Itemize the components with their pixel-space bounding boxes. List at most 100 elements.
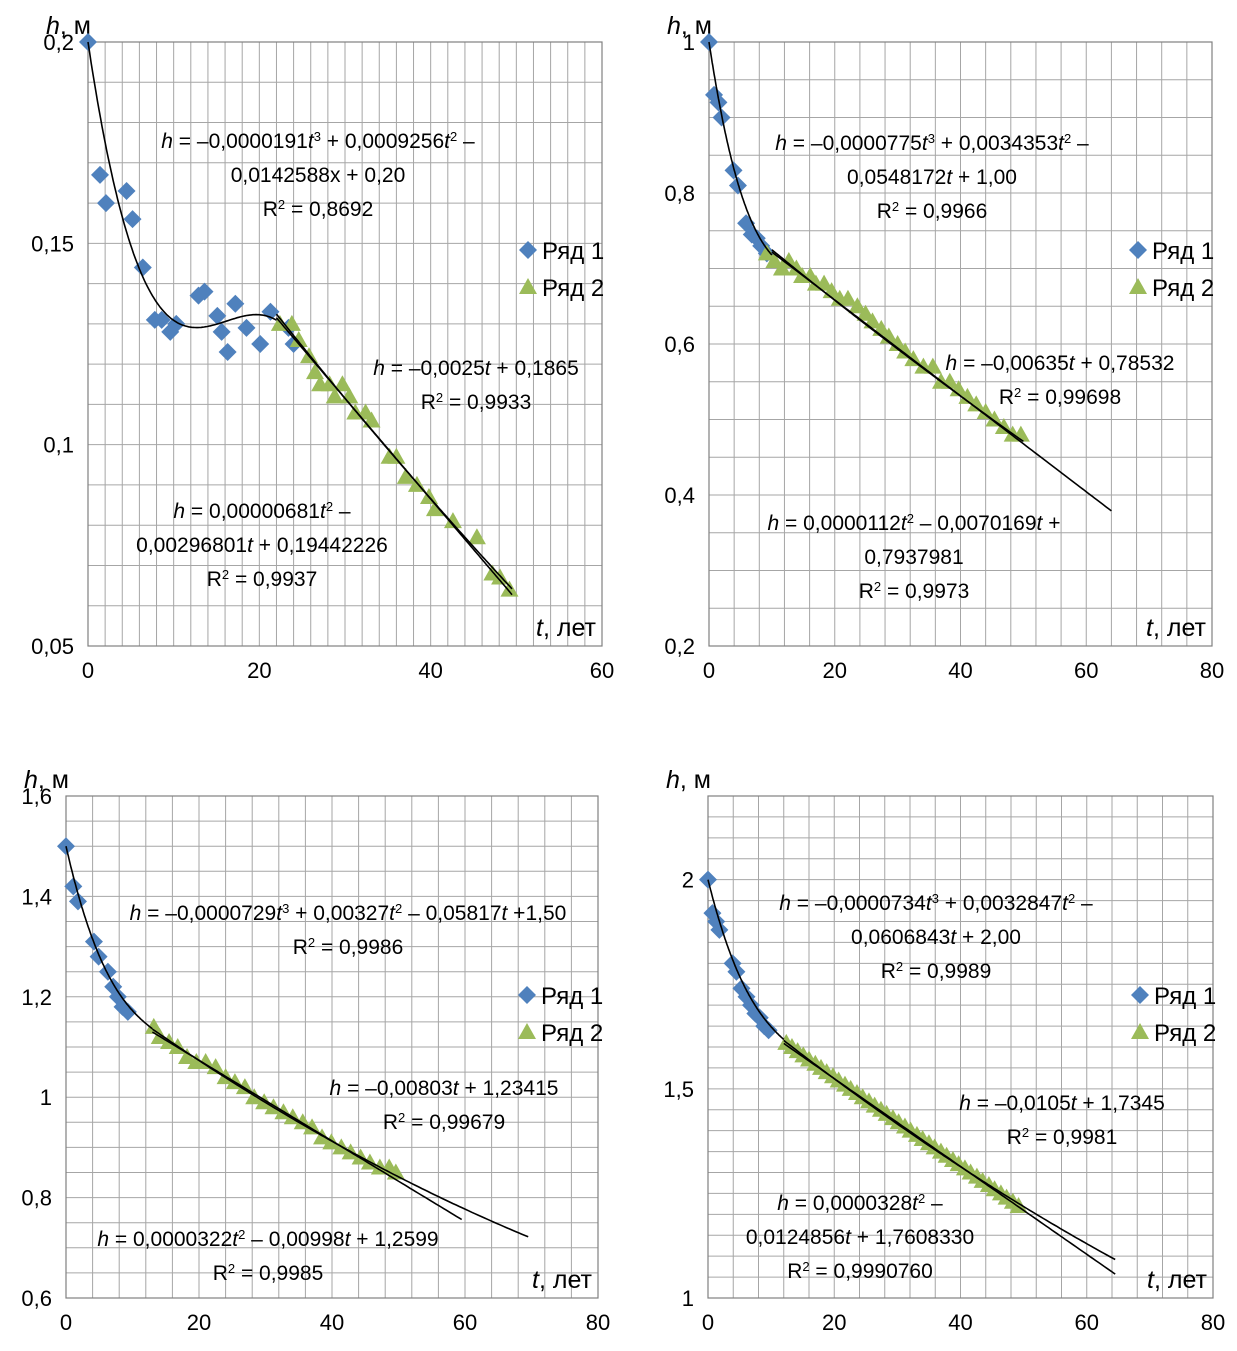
trend-equation-3: h = 0,0000322t2 – 0,00998t + 1,2599 R2 = …: [97, 1227, 438, 1286]
data-point-triangle: [923, 357, 942, 374]
equation-line: h = 0,00000681t2 –: [173, 499, 350, 524]
chart-panel-1: 0 20 40 60 0,05 0,1 0,15 0,2h, м t, лет h = –0,00…: [31, 12, 614, 683]
y-tick-label: 1,4: [21, 884, 52, 909]
equation-line: 0,0124856t + 1,7608330: [746, 1226, 974, 1249]
y-tick-label: 2: [682, 868, 694, 893]
chart-panel-4: 0 20 40 60 80 1 1,5 2 h, м t, лет h = –0,0000734t3…: [663, 766, 1225, 1335]
x-tick-label: 40: [948, 1310, 972, 1335]
data-point-triangle: [896, 342, 915, 359]
data-point-triangle: [500, 580, 519, 597]
trendline-1: [708, 41, 773, 256]
equation-line: 0,7937981: [864, 546, 963, 569]
equation-line: h = –0,0000734t3 + 0,0032847t2 –: [779, 891, 1093, 916]
data-point-triangle: [320, 375, 339, 392]
equation-line: R2 = 0,9985: [213, 1261, 324, 1286]
series-1: [57, 837, 137, 1021]
data-point-triangle: [144, 1017, 163, 1034]
y-axis-label: h, м: [24, 766, 69, 794]
trendline-1: [707, 879, 785, 1041]
y-tick-label: 0,6: [664, 332, 695, 357]
legend-diamond-marker: [1129, 241, 1147, 259]
legend-label-series-2: Ряд 2: [541, 1020, 603, 1047]
data-point-diamond: [195, 282, 214, 301]
trend-equation-2: h = –0,0105t + 1,7345 R2 = 0,9981: [959, 1092, 1165, 1149]
series-1: [700, 33, 776, 263]
x-axis-label: t, лет: [532, 1266, 593, 1294]
data-point-triangle: [289, 330, 308, 347]
equation-line: h = –0,00803t + 1,23415: [330, 1077, 559, 1100]
legend-diamond-marker: [1131, 986, 1149, 1004]
equation-line: h = 0,0000328t2 –: [777, 1191, 943, 1216]
y-tick-label: 0,8: [664, 181, 695, 206]
data-point-diamond: [89, 947, 108, 966]
data-point-triangle: [196, 1053, 215, 1070]
equation-line: R2 = 0,9937: [207, 567, 318, 592]
data-point-diamond: [699, 870, 717, 889]
gridlines: [707, 795, 1214, 1299]
data-point-diamond: [117, 181, 136, 200]
data-point-triangle: [443, 512, 462, 529]
legend-label-series-1: Ряд 1: [1154, 983, 1216, 1010]
x-tick-label: 40: [320, 1310, 344, 1335]
equation-line: 0,00296801t + 0,19442226: [136, 534, 388, 557]
equation-line: h = 0,0000112t2 – 0,0070169t +: [768, 511, 1061, 536]
trend-equation-1: h = –0,0000729t3 + 0,00327t2 – 0,05817t …: [130, 901, 567, 960]
x-tick-label: 60: [590, 658, 614, 683]
equation-line: h = –0,00635t + 0,78532: [946, 352, 1175, 375]
x-axis-label: t, лет: [1147, 1266, 1208, 1294]
data-point-triangle: [838, 289, 857, 306]
data-point-triangle: [178, 1048, 197, 1065]
equation-line: 0,0142588x + 0,20: [231, 164, 406, 187]
legend-diamond-marker: [519, 241, 537, 259]
y-tick-label: 1,2: [21, 985, 52, 1010]
legend-label-series-1: Ряд 1: [541, 983, 603, 1010]
data-point-triangle: [206, 1058, 225, 1075]
equation-line: R2 = 0,8692: [263, 197, 374, 222]
trend-equation-3: h = 0,0000328t2 – 0,0124856t + 1,7608330 R…: [746, 1191, 974, 1284]
data-point-diamond: [123, 210, 142, 229]
y-tick-label: 0,2: [664, 634, 695, 659]
data-point-triangle: [985, 410, 1004, 427]
trend-equation-3: h = 0,0000112t2 – 0,0070169t + 0,7937981 R…: [768, 511, 1061, 604]
equation-line: R2 = 0,9966: [877, 199, 988, 224]
y-tick-label: 0,15: [31, 231, 74, 256]
legend-triangle-marker: [518, 1023, 536, 1039]
equation-line: 0,0606843t + 2,00: [851, 926, 1021, 949]
equation-line: h = –0,0105t + 1,7345: [959, 1092, 1165, 1115]
plot-frame: [65, 795, 599, 1299]
y-tick-label: 0,05: [31, 634, 74, 659]
y-tick-label: 0,4: [664, 483, 695, 508]
data-point-diamond: [212, 322, 231, 341]
x-tick-label: 0: [82, 658, 94, 683]
legend: Ряд 1 Ряд 2: [518, 983, 603, 1047]
x-tick-label: 20: [823, 658, 847, 683]
series-1: [699, 870, 778, 1040]
trend-equation-3: h = 0,00000681t2 – 0,00296801t + 0,194422…: [136, 499, 388, 592]
legend: Ряд 1 Ряд 2: [1131, 983, 1216, 1047]
data-point-triangle: [333, 375, 352, 392]
x-tick-label: 60: [1075, 1310, 1099, 1335]
legend: Ряд 1 Ряд 2: [1129, 238, 1214, 302]
equation-line: R2 = 0,99679: [383, 1110, 505, 1135]
trendline-3: [151, 1028, 529, 1238]
data-point-diamond: [208, 306, 227, 325]
equation-line: R2 = 0,9933: [421, 390, 532, 415]
trendline-3: [771, 249, 1024, 443]
x-tick-label: 80: [586, 1310, 610, 1335]
chart-panel-2: 0 20 40 60 80 0,2 0,4 0,6 0,8 1h, м t, лет h = –0,0…: [664, 12, 1224, 683]
equation-line: h = –0,0025t + 0,1865: [373, 357, 579, 380]
data-point-triangle: [815, 274, 834, 291]
data-point-triangle: [976, 402, 995, 419]
equation-line: R2 = 0,9989: [881, 959, 992, 984]
legend-diamond-marker: [518, 986, 536, 1004]
data-point-diamond: [98, 962, 117, 981]
x-tick-label: 0: [60, 1310, 72, 1335]
data-point-diamond: [118, 1002, 137, 1021]
data-point-diamond: [237, 318, 256, 337]
plot-frame: [707, 795, 1214, 1299]
trend-equation-1: h = –0,0000734t3 + 0,0032847t2 – 0,060684…: [779, 891, 1093, 984]
data-point-diamond: [152, 310, 171, 329]
legend-label-series-2: Ряд 2: [1154, 1020, 1216, 1047]
y-axis-label: h, м: [46, 12, 91, 40]
